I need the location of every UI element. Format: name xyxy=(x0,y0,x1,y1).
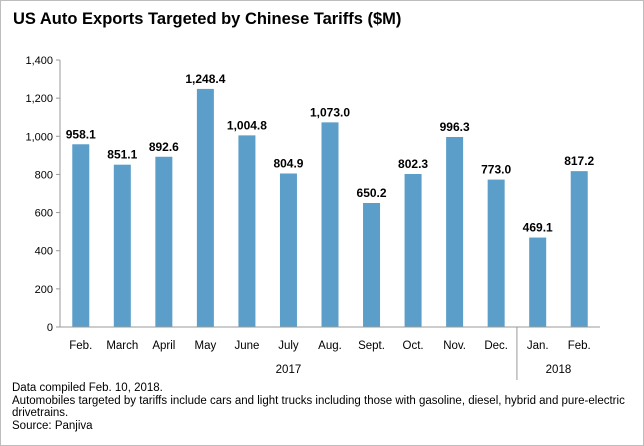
x-tick-label: May xyxy=(195,340,217,352)
bar xyxy=(487,179,505,327)
value-label: 996.3 xyxy=(440,120,470,134)
x-tick-label: Oct. xyxy=(403,340,424,352)
bar xyxy=(404,173,422,327)
value-label: 804.9 xyxy=(273,156,303,170)
bar xyxy=(113,164,131,327)
value-label: 1,004.8 xyxy=(227,118,267,132)
y-axis: 0 200 400 600 800 1,000 1,200 1,400 xyxy=(25,55,61,334)
x-tick-label: Nov. xyxy=(443,340,466,352)
footnote-description: Automobiles targeted by tariffs include … xyxy=(12,394,625,420)
x-tick-label: Dec. xyxy=(484,340,508,352)
x-axis: Feb. March April May June July Aug. Sept. Oct. No… xyxy=(60,326,600,380)
x-tick-label: March xyxy=(106,340,138,352)
footnote-date: Data compiled Feb. 10, 2018. xyxy=(12,382,163,394)
bar xyxy=(529,237,547,327)
x-tick-label: July xyxy=(278,340,299,352)
x-tick-label: Jan. xyxy=(527,340,549,352)
bars xyxy=(72,88,588,327)
value-labels: 958.1 851.1 892.6 1,248.4 1,004.8 804.9 1,073.… xyxy=(66,72,595,235)
value-label: 650.2 xyxy=(357,186,387,200)
y-tick-label: 200 xyxy=(35,284,53,296)
x-tick-label: June xyxy=(234,340,259,352)
bar xyxy=(196,88,214,327)
y-tick-label: 600 xyxy=(35,208,53,220)
y-tick-label: 1,400 xyxy=(25,55,53,67)
bar xyxy=(570,171,588,327)
y-tick-label: 1,000 xyxy=(25,131,53,143)
y-tick-label: 800 xyxy=(35,169,53,181)
value-label: 1,248.4 xyxy=(185,72,225,86)
value-label: 1,073.0 xyxy=(310,105,350,119)
x-tick-label: Feb. xyxy=(568,340,591,352)
bar xyxy=(155,156,173,327)
bar xyxy=(238,135,256,327)
bar xyxy=(72,144,90,327)
bar xyxy=(321,122,339,327)
year-group-label: 2018 xyxy=(546,364,572,376)
chart-title: US Auto Exports Targeted by Chinese Tari… xyxy=(13,10,402,28)
y-tick-label: 0 xyxy=(47,322,53,334)
value-label: 892.6 xyxy=(149,140,179,154)
value-label: 802.3 xyxy=(398,157,428,171)
year-group-label: 2017 xyxy=(276,364,302,376)
x-tick-label: Sept. xyxy=(358,340,385,352)
bar xyxy=(279,173,297,327)
value-label: 469.1 xyxy=(523,221,553,235)
x-tick-label: April xyxy=(152,340,175,352)
value-label: 851.1 xyxy=(107,148,137,162)
footnotes: Data compiled Feb. 10, 2018. Automobiles… xyxy=(12,382,632,432)
footnote-source: Source: Panjiva xyxy=(12,419,93,432)
bar xyxy=(363,202,381,327)
value-label: 817.2 xyxy=(564,154,594,168)
value-label: 958.1 xyxy=(66,127,96,141)
bar xyxy=(446,136,464,327)
x-tick-label: Aug. xyxy=(318,340,342,352)
x-tick-label: Feb. xyxy=(69,340,92,352)
value-label: 773.0 xyxy=(481,163,511,177)
y-tick-label: 1,200 xyxy=(25,93,53,105)
y-tick-label: 400 xyxy=(35,246,53,258)
